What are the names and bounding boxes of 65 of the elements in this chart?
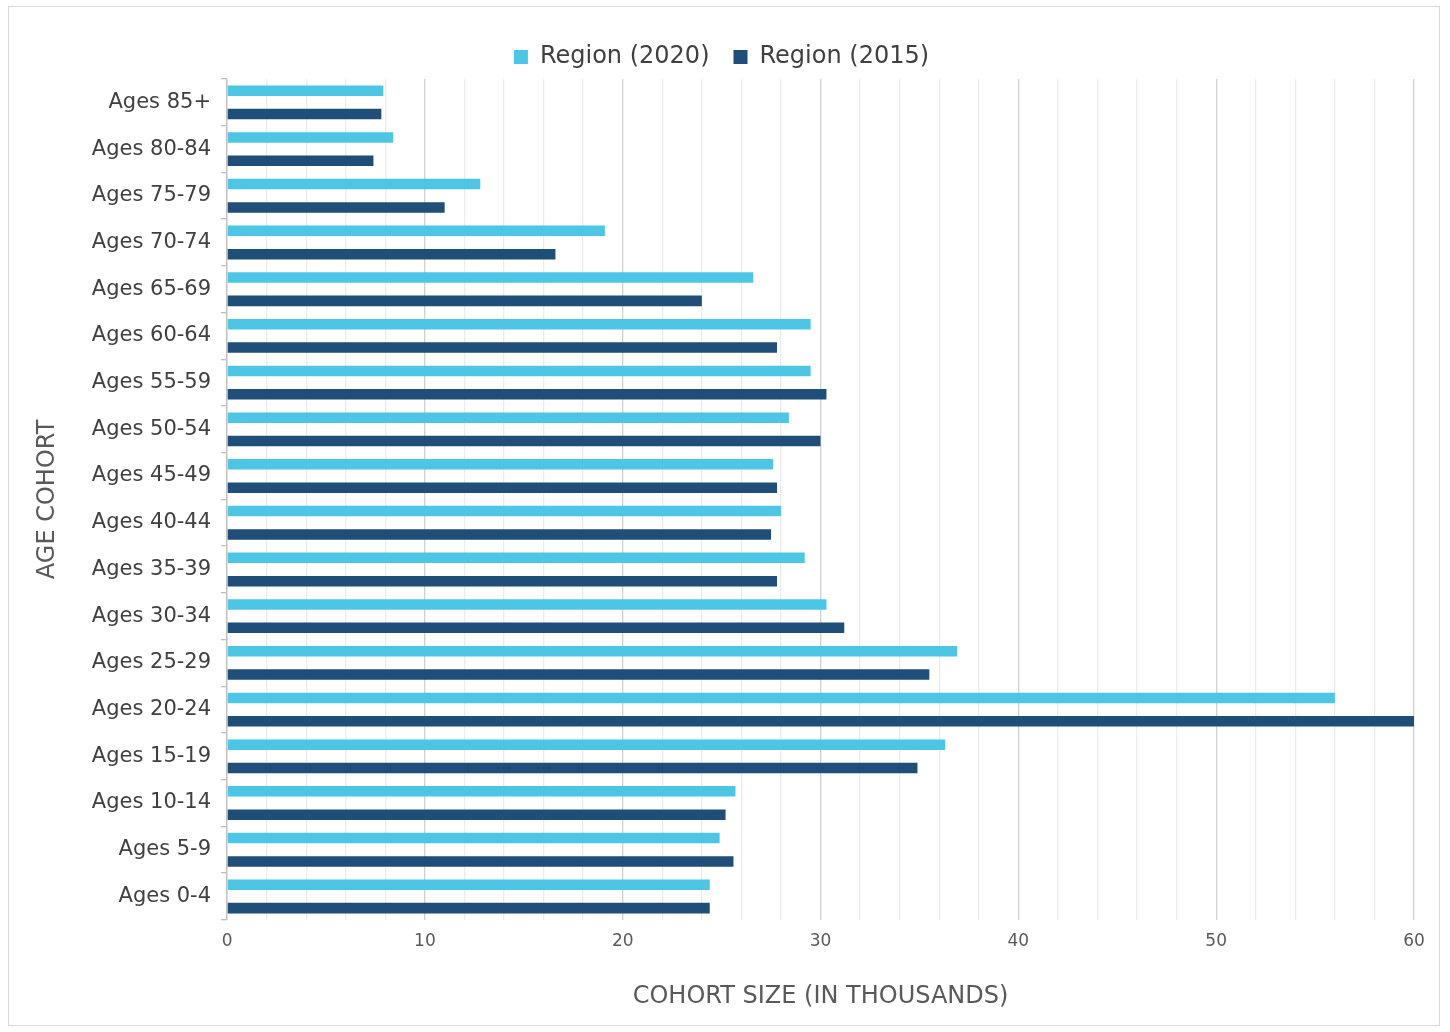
x-tick-label: 30 — [809, 930, 832, 951]
bar — [227, 762, 918, 774]
bar — [227, 856, 734, 867]
bar — [227, 318, 811, 330]
y-tick-label: Ages 10-14 — [91, 789, 212, 814]
bar — [227, 435, 821, 447]
bar — [227, 809, 726, 820]
legend-label: Region (2020) — [539, 41, 710, 70]
y-tick-label: Ages 75-79 — [91, 182, 212, 207]
bar — [227, 459, 774, 470]
y-tick-label: Ages 0-4 — [118, 882, 212, 907]
bar — [227, 272, 754, 283]
x-tick-label: 0 — [221, 930, 233, 951]
y-tick-label: Ages 55-59 — [91, 369, 212, 394]
x-tick-label: 20 — [611, 930, 634, 951]
bar — [227, 832, 720, 844]
y-axis-title: AGE COHORT — [31, 419, 60, 580]
y-tick-label: Ages 85+ — [108, 88, 212, 113]
y-tick-label: Ages 35-39 — [91, 555, 212, 580]
bar — [227, 505, 781, 517]
bar — [227, 412, 789, 423]
y-tick-label: Ages 5-9 — [118, 836, 212, 861]
bar — [227, 622, 845, 634]
y-tick-label: Ages 65-69 — [91, 275, 212, 300]
y-tick-label: Ages 80-84 — [91, 135, 212, 160]
bar — [227, 645, 958, 657]
x-tick-label: 50 — [1205, 930, 1227, 951]
y-tick-label: Ages 40-44 — [91, 509, 212, 534]
y-tick-label: Ages 20-24 — [91, 696, 212, 721]
bar — [227, 575, 778, 587]
bar — [227, 342, 778, 353]
y-tick-label: Ages 45-49 — [91, 462, 212, 487]
x-tick-label: 40 — [1007, 930, 1030, 951]
y-tick-label: Ages 30-34 — [91, 602, 212, 627]
bar — [227, 716, 1414, 727]
legend-label: Region (2015) — [759, 41, 930, 70]
bar — [227, 108, 382, 120]
x-tick-label: 10 — [414, 930, 436, 951]
bar — [227, 248, 556, 260]
x-tick-label: 60 — [1403, 930, 1425, 951]
y-tick-label: Ages 60-64 — [91, 322, 212, 347]
bar — [227, 692, 1335, 704]
bar — [227, 85, 384, 96]
y-tick-label: Ages 70-74 — [91, 228, 212, 253]
y-tick-label: Ages 15-19 — [91, 742, 212, 767]
bar — [227, 389, 827, 400]
bar — [227, 202, 445, 213]
bar — [227, 552, 805, 564]
bar — [227, 902, 710, 914]
bar — [227, 739, 946, 750]
bar — [227, 669, 930, 680]
bar — [227, 529, 772, 540]
bar — [227, 155, 374, 166]
x-axis-title: COHORT SIZE (IN THOUSANDS) — [632, 980, 1009, 1009]
bar — [227, 365, 811, 377]
bar — [227, 786, 736, 797]
bar — [227, 599, 827, 610]
bar — [227, 178, 481, 190]
bar — [227, 879, 710, 891]
bar — [227, 225, 605, 237]
bar — [227, 132, 394, 143]
y-tick-label: Ages 25-29 — [91, 649, 212, 674]
y-tick-label: Ages 50-54 — [91, 415, 212, 440]
bar — [227, 482, 778, 493]
bar — [227, 295, 702, 307]
